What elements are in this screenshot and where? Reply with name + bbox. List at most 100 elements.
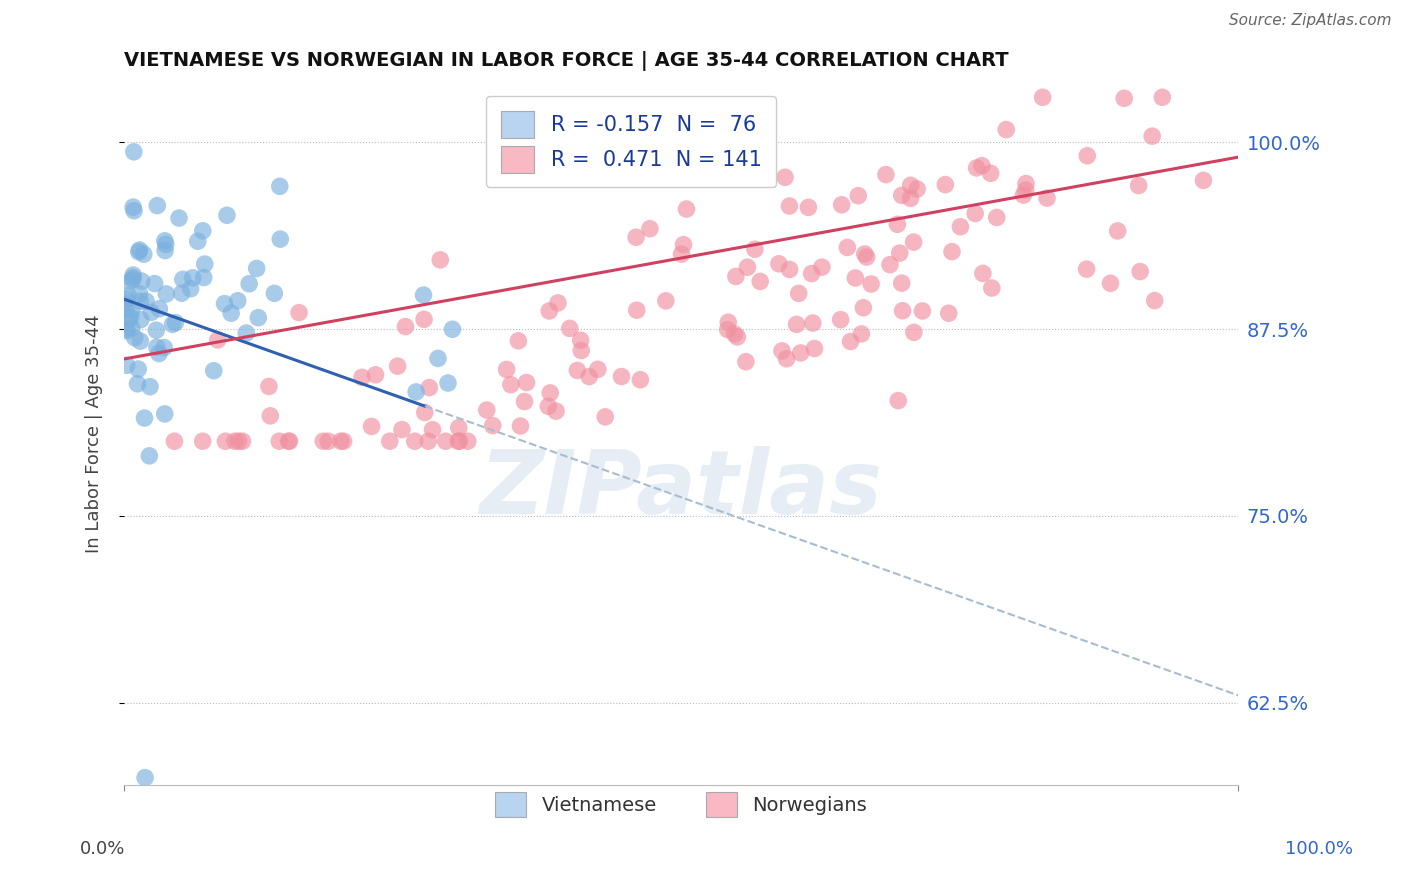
Point — [155, 237, 177, 252]
Point — [626, 303, 648, 318]
Point — [115, 359, 138, 373]
Point — [143, 277, 166, 291]
Point — [202, 364, 225, 378]
Point — [153, 407, 176, 421]
Point — [475, 403, 498, 417]
Point — [167, 211, 190, 225]
Point — [422, 423, 444, 437]
Point — [145, 323, 167, 337]
Point — [207, 333, 229, 347]
Point — [162, 318, 184, 332]
Point — [172, 272, 194, 286]
Point — [481, 418, 503, 433]
Y-axis label: In Labor Force | Age 35-44: In Labor Force | Age 35-44 — [86, 314, 103, 553]
Point — [980, 166, 1002, 180]
Point — [569, 333, 592, 347]
Point — [118, 275, 141, 289]
Point — [191, 224, 214, 238]
Point — [1140, 129, 1163, 144]
Point — [193, 270, 215, 285]
Point — [789, 346, 811, 360]
Point — [725, 330, 748, 344]
Point — [146, 198, 169, 212]
Point — [360, 419, 382, 434]
Point — [513, 394, 536, 409]
Point — [288, 305, 311, 319]
Point — [844, 271, 866, 285]
Point — [803, 342, 825, 356]
Point — [134, 411, 156, 425]
Point — [141, 305, 163, 319]
Point — [995, 122, 1018, 136]
Point — [986, 211, 1008, 225]
Point — [153, 341, 176, 355]
Point — [219, 306, 242, 320]
Point — [163, 434, 186, 449]
Point — [624, 230, 647, 244]
Point — [122, 268, 145, 282]
Point — [846, 188, 869, 202]
Point — [457, 434, 479, 449]
Point — [153, 234, 176, 248]
Point — [499, 161, 522, 176]
Point — [1015, 177, 1038, 191]
Point — [413, 312, 436, 326]
Point — [449, 434, 471, 449]
Point — [1076, 149, 1098, 163]
Point — [903, 235, 925, 249]
Point — [811, 260, 834, 274]
Point — [837, 240, 859, 254]
Point — [672, 237, 695, 252]
Point — [378, 434, 401, 449]
Point — [499, 377, 522, 392]
Point — [121, 321, 143, 335]
Point — [515, 376, 537, 390]
Point — [412, 288, 434, 302]
Point — [418, 434, 440, 449]
Point — [638, 221, 661, 235]
Point — [391, 423, 413, 437]
Point — [405, 384, 427, 399]
Point — [122, 270, 145, 285]
Point — [269, 179, 291, 194]
Point — [122, 200, 145, 214]
Point — [538, 304, 561, 318]
Point — [246, 261, 269, 276]
Point — [860, 277, 883, 291]
Point — [778, 199, 800, 213]
Point — [558, 321, 581, 335]
Point — [797, 200, 820, 214]
Point — [114, 292, 136, 306]
Point — [115, 303, 138, 318]
Point — [132, 247, 155, 261]
Point — [120, 310, 142, 324]
Point — [966, 161, 988, 175]
Point — [508, 334, 530, 348]
Point — [723, 326, 745, 341]
Point — [129, 294, 152, 309]
Point — [418, 381, 440, 395]
Point — [911, 304, 934, 318]
Point — [170, 286, 193, 301]
Point — [768, 257, 790, 271]
Point — [114, 296, 136, 310]
Point — [214, 434, 236, 449]
Point — [949, 219, 972, 234]
Point — [1036, 191, 1059, 205]
Point — [744, 242, 766, 256]
Point — [118, 311, 141, 326]
Point — [332, 434, 354, 449]
Point — [538, 385, 561, 400]
Point — [181, 270, 204, 285]
Point — [146, 340, 169, 354]
Point — [544, 404, 567, 418]
Point — [214, 296, 236, 310]
Point — [269, 232, 291, 246]
Point — [801, 316, 824, 330]
Point — [724, 269, 747, 284]
Point — [934, 178, 956, 192]
Point — [786, 318, 808, 332]
Point — [131, 274, 153, 288]
Point — [890, 276, 912, 290]
Point — [134, 771, 156, 785]
